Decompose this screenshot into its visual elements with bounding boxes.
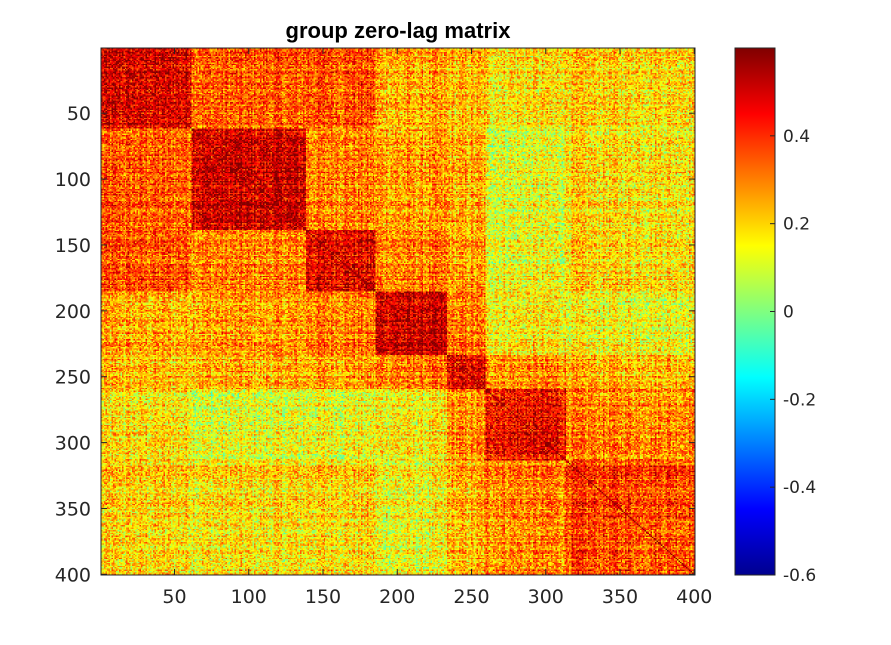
x-tick-label: 350: [602, 586, 638, 608]
x-axis: 50 100 150 200 250 300 350 400: [162, 48, 712, 608]
x-tick-label: 400: [676, 586, 712, 608]
x-tick-label: 100: [231, 586, 267, 608]
x-tick-label: 300: [528, 586, 564, 608]
y-tick-label: 400: [55, 564, 91, 586]
y-tick-label: 50: [67, 103, 91, 125]
y-tick-label: 300: [55, 433, 91, 455]
colorbar-tick-label: -0.2: [783, 390, 816, 410]
y-tick-label: 150: [55, 235, 91, 257]
plot-frame: [100, 47, 696, 576]
colorbar-tick-label: 0: [783, 303, 794, 323]
heatmap-plot: 50 100 150 200 250 300 350 400 50 100 150 200 250 30…: [55, 47, 712, 608]
colorbar-tick-label: 0.2: [783, 215, 810, 235]
x-tick-label: 250: [453, 586, 489, 608]
colorbar: -0.6 -0.4 -0.2 0 0.2 0.4: [734, 47, 816, 586]
colorbar-gradient: [734, 47, 776, 576]
y-tick-label: 200: [55, 301, 91, 323]
y-tick-label: 350: [55, 498, 91, 520]
y-tick-label: 100: [55, 169, 91, 191]
colorbar-tick-label: 0.4: [783, 127, 810, 147]
y-tick-label: 250: [55, 367, 91, 389]
colorbar-ticks: -0.6 -0.4 -0.2 0 0.2 0.4: [770, 127, 816, 586]
y-axis: 50 100 150 200 250 300 350 400: [55, 103, 695, 586]
colorbar-tick-label: -0.6: [783, 566, 816, 586]
chart-title: group zero-lag matrix: [286, 18, 512, 43]
heatmap-cells: [101, 48, 695, 575]
x-tick-label: 200: [379, 586, 415, 608]
colorbar-tick-label: -0.4: [783, 478, 816, 498]
x-tick-label: 50: [162, 586, 186, 608]
x-tick-label: 150: [305, 586, 341, 608]
